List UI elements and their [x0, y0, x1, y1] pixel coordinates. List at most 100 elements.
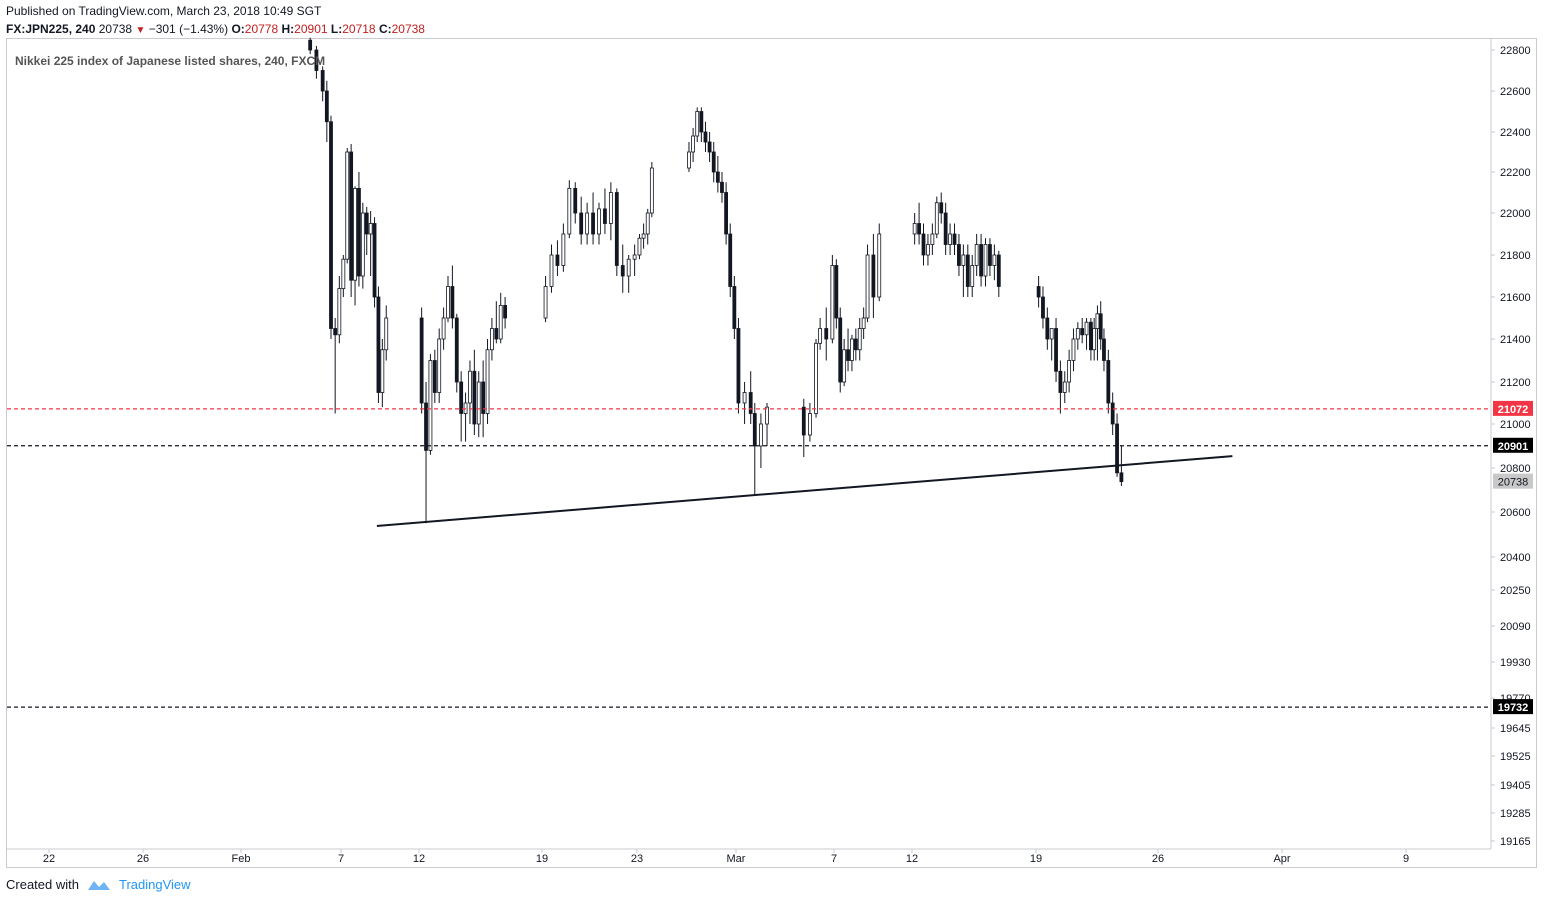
candle: [490, 318, 494, 361]
candles-layer: [308, 37, 1124, 524]
candle: [384, 305, 389, 361]
candle: [957, 234, 961, 276]
candle-body: [490, 328, 494, 351]
candle: [324, 80, 329, 142]
price-lines-layer: [7, 408, 1490, 708]
candle-body: [437, 338, 442, 393]
x-tick-label: 7: [338, 853, 344, 865]
tradingview-brand-link[interactable]: TradingView: [118, 877, 191, 892]
candle-body: [543, 286, 548, 319]
candle-body: [329, 121, 333, 329]
candle: [930, 223, 935, 255]
candle-body: [353, 187, 357, 281]
candle-body: [732, 286, 737, 329]
candle-body: [748, 392, 753, 414]
candle-body: [759, 423, 763, 447]
candle: [1110, 392, 1115, 435]
candle: [853, 328, 858, 361]
candle-body: [432, 360, 437, 393]
candle-body: [1115, 423, 1119, 474]
candle: [728, 223, 733, 297]
candle-body: [372, 223, 377, 298]
candle-body: [808, 413, 812, 436]
candle: [742, 382, 747, 424]
candle-body: [720, 181, 724, 193]
candle: [970, 255, 975, 297]
candle-body: [939, 202, 944, 214]
candle: [965, 244, 970, 297]
y-tick-label: 20600: [1500, 507, 1531, 519]
y-tick-label: 20250: [1500, 585, 1531, 597]
price-line-badge: [1493, 400, 1533, 416]
candle-body: [1058, 370, 1063, 393]
candle: [372, 217, 377, 308]
close-label: C:: [378, 22, 392, 36]
candle: [614, 188, 619, 276]
trendline: [376, 455, 1233, 527]
candle-body: [620, 265, 625, 277]
candle: [341, 255, 346, 297]
candle-body: [441, 317, 446, 340]
candle: [850, 334, 854, 372]
price-line-label: 19732: [1498, 702, 1529, 714]
y-tick-label: 21800: [1500, 250, 1531, 262]
y-tick-label: 19165: [1500, 836, 1531, 848]
candle: [649, 162, 654, 218]
high-value: 20901: [294, 22, 328, 36]
candle: [948, 223, 952, 255]
candle-body: [830, 265, 835, 340]
y-tick-label: 21000: [1500, 419, 1531, 431]
candle: [877, 223, 882, 302]
low-value: 20718: [342, 22, 376, 36]
x-axis: 22 26 Feb 7 12 19 23 Mar 7 12 19 26 Apr 9: [7, 848, 1491, 865]
candle-body: [567, 187, 572, 235]
candle: [543, 276, 548, 323]
candle: [494, 301, 499, 344]
created-with-label: Created with: [6, 877, 79, 892]
candle-body: [468, 370, 472, 404]
candle-body: [1075, 328, 1080, 340]
candle: [695, 107, 700, 142]
candle-body: [970, 265, 975, 287]
candle-body: [834, 265, 839, 319]
candle-body: [641, 233, 646, 239]
candle-body: [814, 342, 818, 414]
candle-body: [728, 233, 733, 287]
price-line-label: 20901: [1498, 441, 1529, 453]
candle-body: [921, 233, 926, 256]
candle-body: [853, 338, 858, 351]
candle: [626, 255, 631, 293]
y-tick-label: 22600: [1500, 86, 1531, 98]
candle-body: [1062, 381, 1067, 393]
candle-body: [699, 111, 704, 133]
candle: [711, 142, 716, 183]
candle: [360, 202, 365, 289]
price-line-badge: [1493, 437, 1533, 453]
symbol-interval: FX:JPN225, 240: [6, 22, 96, 36]
candle: [1084, 318, 1089, 350]
x-tick-label: 12: [413, 853, 425, 865]
candle-body: [926, 244, 930, 256]
candle-body: [1071, 338, 1076, 361]
candle: [380, 339, 385, 408]
candle: [871, 234, 876, 318]
candle: [1102, 328, 1106, 372]
candle-body: [979, 244, 983, 277]
candle-body: [345, 151, 350, 260]
candle: [846, 328, 850, 372]
candle-body: [450, 286, 455, 319]
candle-body: [861, 317, 866, 329]
candle-body: [591, 212, 595, 235]
candle: [349, 144, 354, 297]
candle-body: [579, 212, 584, 235]
candle: [498, 292, 503, 344]
candle-body: [632, 254, 637, 260]
candle-body: [1045, 317, 1050, 340]
chart-title: Nikkei 225 index of Japanese listed shar…: [15, 54, 325, 68]
y-tick-label: 20090: [1500, 621, 1531, 633]
candle: [603, 188, 607, 234]
candle-body: [824, 328, 829, 340]
candle-body: [1054, 328, 1058, 372]
candle: [345, 148, 350, 264]
